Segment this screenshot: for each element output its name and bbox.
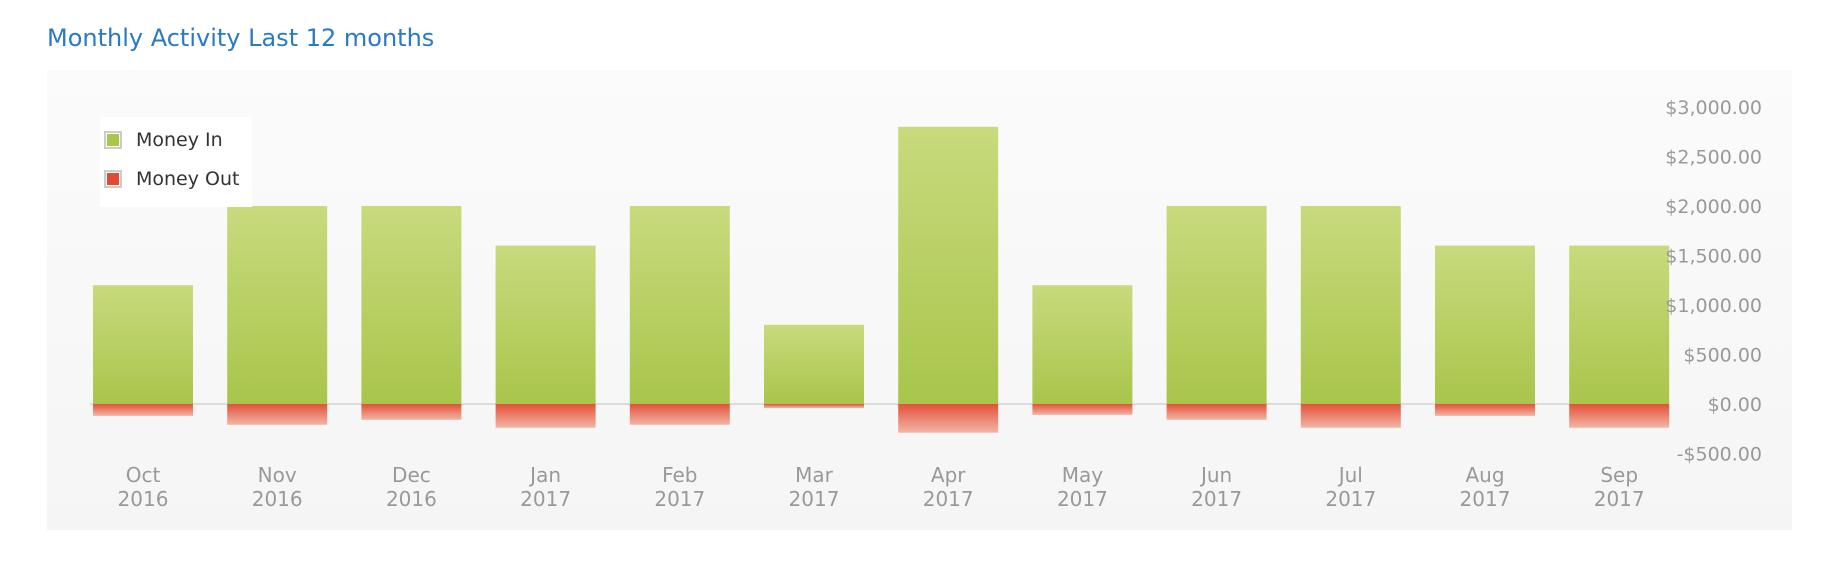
x-tick-label: May 2017 xyxy=(1057,463,1108,511)
legend-item-money-out[interactable]: Money Out xyxy=(104,166,239,192)
legend-item-money-in[interactable]: Money In xyxy=(104,127,223,153)
bar-money-out-jan-2017[interactable] xyxy=(495,404,596,428)
bar-money-out-jun-2017[interactable] xyxy=(1166,404,1267,420)
legend-swatch-money-out xyxy=(104,170,122,188)
x-tick-label: Nov 2016 xyxy=(252,463,303,511)
x-tick-label: Mar 2017 xyxy=(789,463,840,511)
x-tick-label: Jul 2017 xyxy=(1325,463,1376,511)
bar-money-in-mar-2017[interactable] xyxy=(764,324,864,404)
bar-money-in-jul-2017[interactable] xyxy=(1300,206,1401,404)
x-tick-label: Jun 2017 xyxy=(1191,463,1242,511)
legend-label-money-out: Money Out xyxy=(136,168,240,190)
bar-money-in-oct-2016[interactable] xyxy=(93,285,193,404)
bar-money-in-nov-2016[interactable] xyxy=(227,206,328,404)
x-axis-ticks: Oct 2016 Nov 2016 Dec 2016 Jan 2017 Feb 2017 Mar 20… xyxy=(118,463,1645,511)
x-tick-label: Jan 2017 xyxy=(520,463,571,511)
x-tick-label: Sep 2017 xyxy=(1594,463,1645,511)
bar-money-in-apr-2017[interactable] xyxy=(898,126,999,405)
bar-money-out-mar-2017[interactable] xyxy=(764,404,864,408)
bar-money-out-nov-2016[interactable] xyxy=(227,404,328,425)
bar-money-in-may-2017[interactable] xyxy=(1032,285,1133,404)
bar-money-out-sep-2017[interactable] xyxy=(1569,404,1670,428)
x-tick-label: Oct 2016 xyxy=(118,463,169,511)
chart-legend: Money In Money Out xyxy=(100,117,252,207)
bar-money-out-feb-2017[interactable] xyxy=(629,404,730,425)
y-tick-label: $500.00 xyxy=(1683,345,1762,367)
x-tick-label: Feb 2017 xyxy=(654,463,705,511)
bar-money-in-jun-2017[interactable] xyxy=(1166,206,1267,404)
y-tick-label: -$500.00 xyxy=(1677,444,1762,466)
legend-label-money-in: Money In xyxy=(136,129,223,151)
bar-money-out-dec-2016[interactable] xyxy=(361,404,462,420)
y-tick-label: $1,000.00 xyxy=(1665,295,1762,317)
y-tick-label: $0.00 xyxy=(1708,394,1762,416)
y-tick-label: $1,500.00 xyxy=(1665,246,1762,268)
bar-money-in-jan-2017[interactable] xyxy=(495,245,596,404)
x-tick-label: Aug 2017 xyxy=(1460,463,1511,511)
y-tick-label: $2,000.00 xyxy=(1665,196,1762,218)
bar-money-out-aug-2017[interactable] xyxy=(1435,404,1535,416)
legend-swatch-money-in xyxy=(104,131,122,149)
y-axis-ticks: $3,000.00 $2,500.00 $2,000.00 $1,500.00 $1,0… xyxy=(1665,97,1762,466)
bars-group xyxy=(93,126,1670,433)
bar-money-in-dec-2016[interactable] xyxy=(361,206,462,404)
chart-title: Monthly Activity Last 12 months xyxy=(47,24,435,52)
y-tick-label: $2,500.00 xyxy=(1665,147,1762,169)
x-tick-label: Dec 2016 xyxy=(386,463,437,511)
bar-money-out-jul-2017[interactable] xyxy=(1300,404,1401,428)
bar-money-in-sep-2017[interactable] xyxy=(1569,245,1670,404)
y-tick-label: $3,000.00 xyxy=(1665,97,1762,119)
bar-money-out-oct-2016[interactable] xyxy=(93,404,193,416)
bar-money-in-aug-2017[interactable] xyxy=(1435,245,1535,404)
bar-money-out-apr-2017[interactable] xyxy=(898,404,999,433)
x-tick-label: Apr 2017 xyxy=(923,463,974,511)
bar-money-in-feb-2017[interactable] xyxy=(629,206,730,404)
bar-money-out-may-2017[interactable] xyxy=(1032,404,1133,415)
